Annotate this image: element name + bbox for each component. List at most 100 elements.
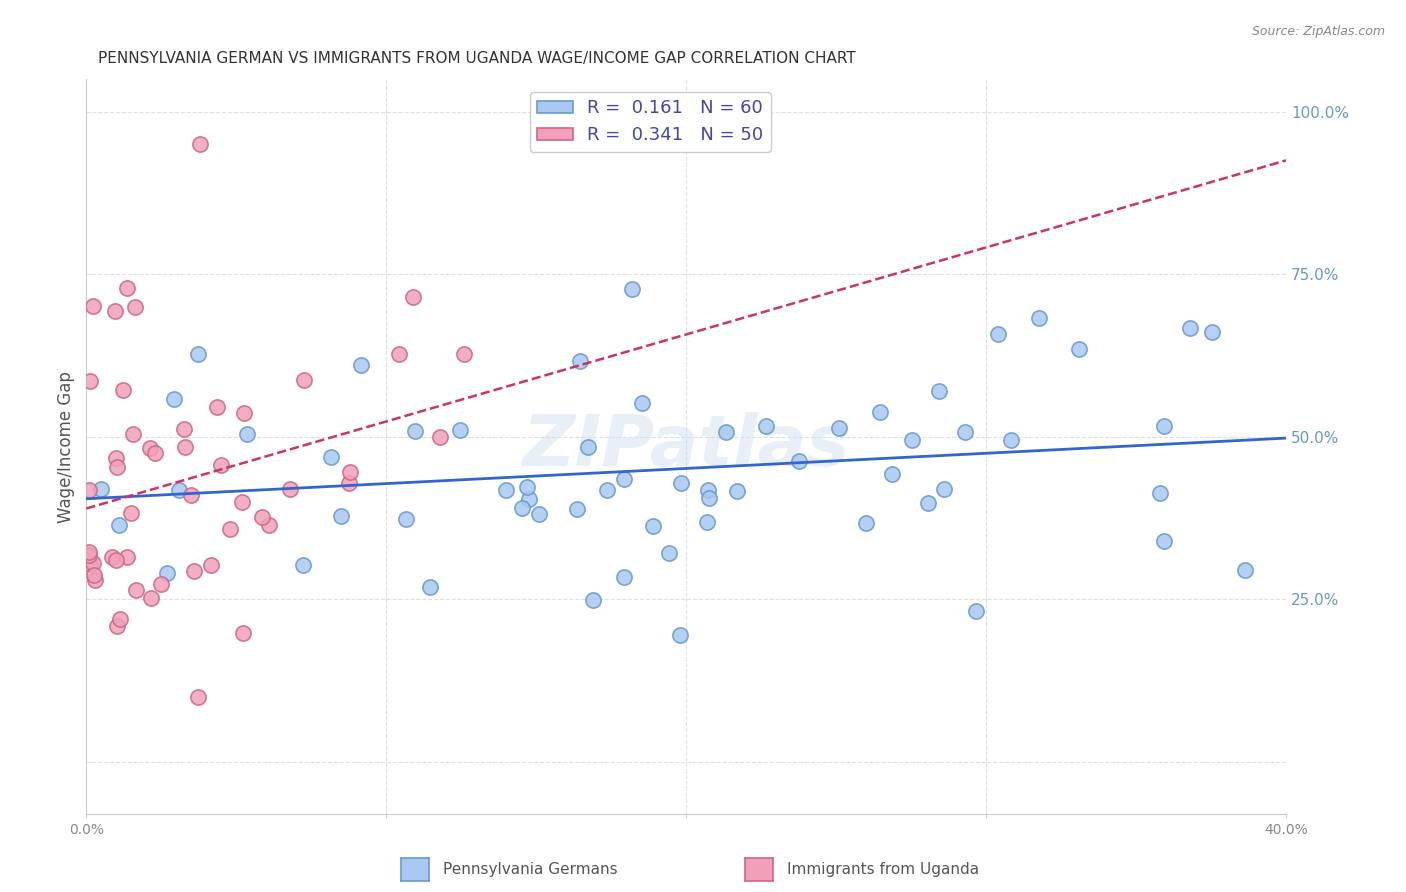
Point	[529, 507, 551, 521]
Point	[965, 603, 987, 617]
Point	[291, 558, 314, 572]
Point	[1149, 486, 1171, 500]
Point	[124, 301, 146, 315]
Point	[187, 690, 209, 704]
Text: PENNSYLVANIA GERMAN VS IMMIGRANTS FROM UGANDA WAGE/INCOME GAP CORRELATION CHART: PENNSYLVANIA GERMAN VS IMMIGRANTS FROM U…	[98, 51, 856, 66]
Point	[613, 472, 636, 486]
Point	[582, 593, 605, 607]
Point	[596, 483, 619, 497]
Text: ZIPatlas: ZIPatlas	[523, 412, 849, 481]
Point	[402, 290, 425, 304]
Point	[928, 384, 950, 399]
Point	[205, 401, 228, 415]
Point	[79, 557, 101, 571]
Point	[643, 519, 665, 533]
Point	[121, 426, 143, 441]
Point	[697, 491, 720, 506]
Point	[139, 591, 162, 606]
Point	[517, 491, 540, 506]
Point	[104, 304, 127, 318]
Point	[138, 442, 160, 456]
Point	[917, 496, 939, 510]
Point	[516, 480, 538, 494]
Point	[83, 573, 105, 587]
Point	[495, 483, 517, 497]
Point	[219, 522, 242, 536]
Point	[79, 374, 101, 388]
Point	[696, 515, 718, 529]
Point	[90, 482, 112, 496]
Point	[395, 512, 418, 526]
Point	[101, 549, 124, 564]
Point	[429, 430, 451, 444]
Point	[105, 619, 128, 633]
Point	[755, 419, 778, 434]
Point	[163, 392, 186, 406]
Y-axis label: Wage/Income Gap: Wage/Income Gap	[58, 371, 75, 523]
Point	[180, 488, 202, 502]
Point	[169, 483, 191, 497]
Text: Pennsylvania Germans: Pennsylvania Germans	[443, 863, 617, 877]
Point	[880, 467, 903, 482]
Point	[200, 558, 222, 573]
Point	[1069, 343, 1091, 357]
Point	[1028, 310, 1050, 325]
Point	[631, 396, 654, 410]
Point	[280, 482, 302, 496]
Point	[568, 354, 591, 368]
Point	[1153, 419, 1175, 434]
Point	[696, 483, 718, 498]
Point	[173, 440, 195, 454]
Point	[235, 427, 257, 442]
Point	[105, 553, 128, 567]
Point	[173, 422, 195, 436]
Point	[669, 627, 692, 641]
Point	[82, 557, 104, 571]
Point	[125, 582, 148, 597]
Point	[143, 446, 166, 460]
Point	[1178, 320, 1201, 334]
Point	[183, 564, 205, 578]
Point	[250, 509, 273, 524]
Point	[105, 460, 128, 475]
Point	[787, 454, 810, 468]
Point	[855, 516, 877, 531]
Point	[658, 546, 681, 560]
Point	[453, 347, 475, 361]
Point	[419, 580, 441, 594]
Point	[112, 384, 135, 398]
Point	[339, 465, 361, 479]
Point	[449, 423, 471, 437]
Point	[187, 347, 209, 361]
Point	[828, 421, 851, 435]
Point	[321, 450, 343, 464]
Point	[257, 518, 280, 533]
Point	[987, 326, 1010, 341]
Point	[79, 548, 101, 562]
Point	[188, 137, 211, 152]
Point	[350, 358, 373, 372]
Point	[292, 374, 315, 388]
Point	[209, 458, 232, 472]
Point	[120, 506, 142, 520]
Point	[953, 425, 976, 439]
Point	[1233, 563, 1256, 577]
Point	[232, 626, 254, 640]
Point	[934, 483, 956, 497]
Point	[510, 500, 533, 515]
Point	[337, 475, 360, 490]
Point	[405, 424, 427, 438]
Point	[150, 576, 173, 591]
Point	[388, 347, 411, 361]
Point	[1201, 325, 1223, 339]
Point	[79, 545, 101, 559]
Point	[714, 425, 737, 439]
Point	[901, 433, 924, 447]
Point	[233, 406, 256, 420]
Point	[671, 476, 693, 491]
Point	[82, 299, 104, 313]
Point	[612, 569, 634, 583]
Point	[1153, 534, 1175, 549]
Point	[156, 566, 179, 580]
Text: Immigrants from Uganda: Immigrants from Uganda	[787, 863, 980, 877]
